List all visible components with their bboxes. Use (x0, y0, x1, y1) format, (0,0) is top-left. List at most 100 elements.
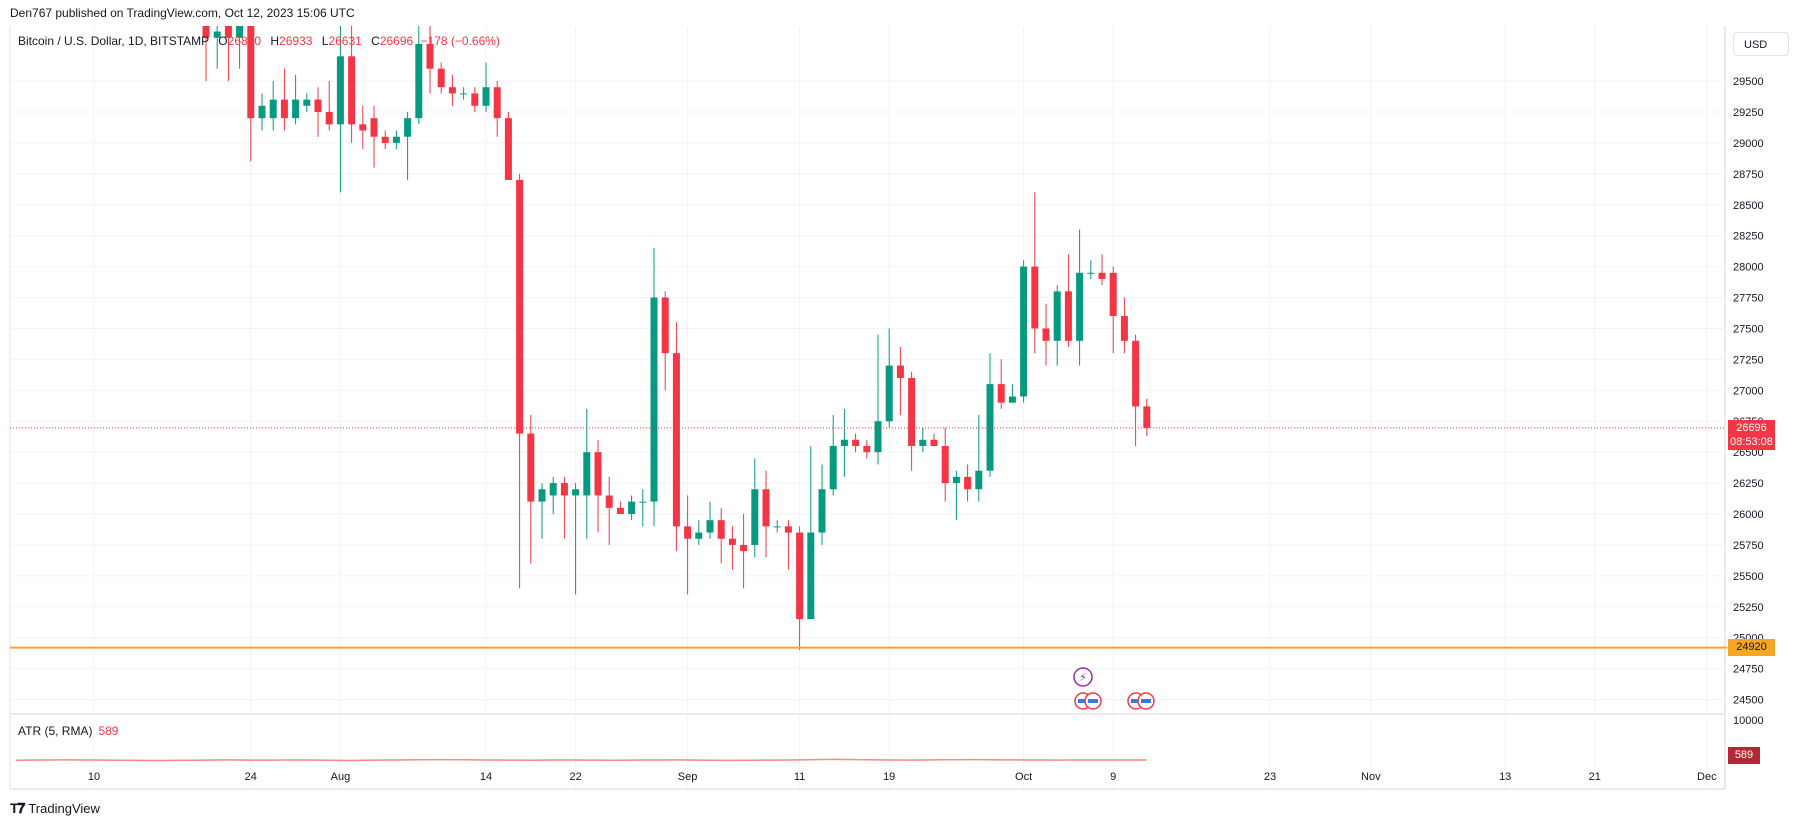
change-value: −178 (−0.66%) (420, 34, 500, 48)
lightning-glyph: ⚡ (1079, 672, 1087, 684)
candle (370, 105, 378, 168)
candle (1008, 384, 1016, 403)
candle (672, 322, 680, 552)
y-tick-label: 25750 (1733, 540, 1764, 552)
candle-body (796, 532, 804, 620)
candle (740, 514, 748, 589)
candle (807, 445, 815, 620)
candle (1087, 260, 1095, 279)
y-tick-label: 24500 (1733, 695, 1764, 707)
candle (572, 483, 580, 595)
candle (1031, 192, 1039, 354)
x-tick-label: 14 (480, 771, 492, 783)
candle-body (336, 56, 344, 125)
y-tick-label: 29000 (1733, 138, 1764, 150)
x-tick-label: Sep (678, 771, 698, 783)
y-tick-label: 27500 (1733, 323, 1764, 335)
candle-body (706, 520, 714, 533)
x-tick-label: Oct (1015, 771, 1032, 783)
candle-body (885, 365, 893, 422)
candle (236, 26, 244, 69)
candle-body (997, 384, 1005, 403)
atr-label[interactable]: ATR (5, RMA) (18, 724, 93, 738)
candle (997, 359, 1005, 409)
candle-body (684, 526, 692, 539)
candle (975, 415, 983, 502)
candle (348, 26, 356, 143)
candle-body (672, 353, 680, 527)
publisher-line: Den767 published on TradingView.com, Oct… (10, 6, 355, 20)
candle (952, 470, 960, 521)
candle (359, 105, 367, 150)
candle-body (325, 111, 333, 125)
candle-body (202, 26, 210, 38)
candle-body (975, 470, 983, 490)
currency-button[interactable]: USD (1733, 32, 1789, 56)
candle (661, 291, 669, 391)
y-tick-label: 26250 (1733, 478, 1764, 490)
bar-countdown: 08:53:08 (1730, 436, 1773, 448)
candle (919, 427, 927, 453)
candle-body (605, 495, 613, 508)
candle-body (852, 439, 860, 446)
candle-body (370, 118, 378, 137)
candle-body (1143, 406, 1151, 428)
candle-body (303, 99, 311, 106)
candle-body (1076, 272, 1084, 341)
candle (381, 130, 389, 150)
candle (404, 111, 412, 181)
candle (852, 433, 860, 453)
x-tick-label: 9 (1110, 771, 1116, 783)
candle-body (728, 538, 736, 545)
x-tick-label: Nov (1361, 771, 1381, 783)
candle (1042, 303, 1050, 366)
candle (1064, 254, 1072, 348)
candle (325, 81, 333, 131)
candle (896, 347, 904, 416)
atr-value-tag: 589 (1728, 747, 1760, 764)
candle (773, 520, 781, 533)
flag-stripe (1088, 699, 1098, 703)
candle (504, 111, 512, 181)
flag-stripe (1131, 699, 1141, 703)
candle-body (784, 526, 792, 533)
candle (706, 501, 714, 539)
symbol-description[interactable]: Bitcoin / U.S. Dollar, 1D, BITSTAMP (18, 34, 209, 48)
candle (415, 26, 423, 125)
low-label: L (321, 34, 329, 48)
candle-body (1109, 272, 1117, 317)
lightning-event-icon (1073, 667, 1093, 687)
candle-body (964, 476, 972, 490)
candle (762, 470, 770, 558)
y-tick-label: 24750 (1733, 664, 1764, 676)
candle-body (952, 476, 960, 484)
candle (1109, 266, 1117, 354)
chart-legend: Bitcoin / U.S. Dollar, 1D, BITSTAMP O268… (18, 34, 500, 48)
open-value: 26870 (227, 34, 262, 48)
candle (1076, 229, 1084, 366)
candle-body (572, 489, 580, 496)
candle-body (1020, 266, 1028, 397)
candle-body (773, 526, 781, 528)
candle (986, 353, 994, 477)
candle-body (874, 421, 882, 453)
y-tick-label: 27000 (1733, 385, 1764, 397)
last-price-value: 26696 (1736, 422, 1767, 434)
candle (1098, 254, 1106, 286)
y-tick-label: 27750 (1733, 293, 1764, 305)
y-tick-label: 25250 (1733, 602, 1764, 614)
candle-body (404, 118, 412, 137)
tradingview-logo-icon: T𝟕 (10, 800, 25, 816)
candle-body (840, 439, 848, 446)
candle (796, 526, 804, 651)
candle (784, 520, 792, 570)
candle (628, 495, 636, 521)
candle-body (437, 68, 445, 88)
candle (1053, 285, 1061, 366)
tradingview-branding[interactable]: T𝟕 TradingView (10, 800, 100, 817)
candles (202, 26, 1151, 651)
candle (728, 526, 736, 570)
candle (751, 458, 759, 558)
candle (560, 476, 568, 539)
